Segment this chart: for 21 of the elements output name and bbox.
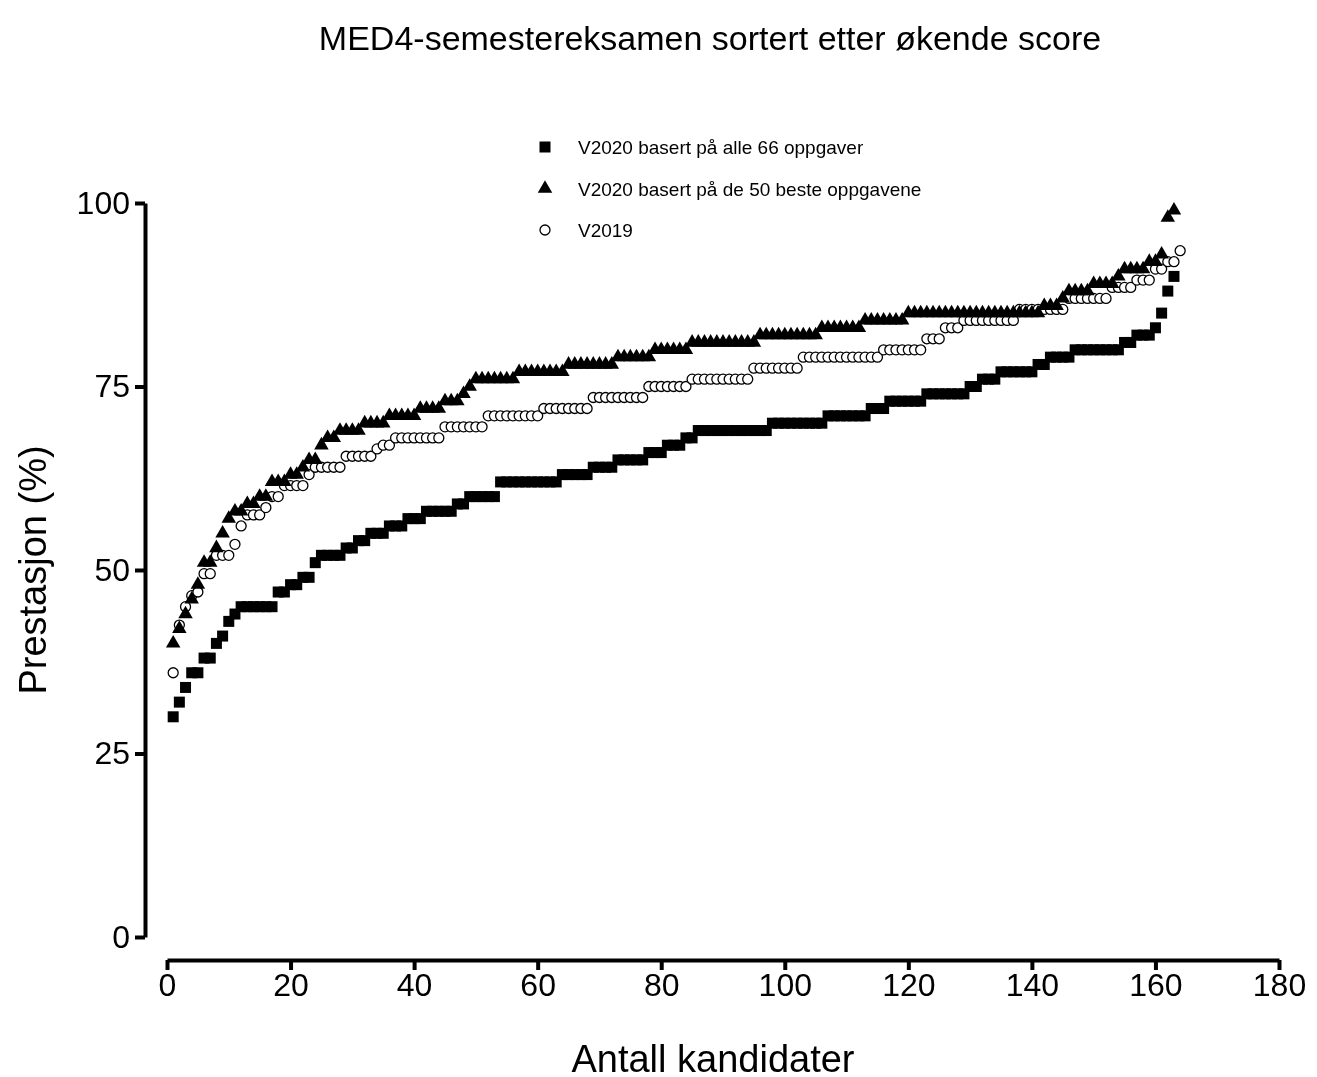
y-tick-label: 100 bbox=[76, 184, 130, 221]
x-tick-label: 100 bbox=[758, 966, 812, 1003]
x-tick-label: 60 bbox=[520, 966, 556, 1003]
x-axis-title: Antall kandidater bbox=[571, 1038, 855, 1077]
y-tick-label: 25 bbox=[94, 735, 130, 772]
legend-label: V2020 basert på de 50 beste oppgavene bbox=[578, 178, 922, 200]
legend-label: V2019 bbox=[578, 220, 633, 241]
x-tick-label: 80 bbox=[643, 966, 680, 1003]
y-tick-label: 0 bbox=[112, 918, 130, 955]
x-tick-label: 160 bbox=[1129, 966, 1183, 1003]
y-axis-title: Prestasjon (%) bbox=[12, 445, 54, 695]
y-tick-label: 50 bbox=[94, 551, 130, 588]
x-tick-label: 40 bbox=[396, 966, 433, 1003]
legend-label: V2020 basert på alle 66 oppgaver bbox=[578, 137, 864, 158]
chart-title: MED4-semestereksamen sortert etter økende score bbox=[318, 19, 1102, 57]
x-tick-label: 120 bbox=[882, 966, 936, 1003]
x-tick-label: 180 bbox=[1252, 966, 1307, 1003]
x-tick-label: 0 bbox=[158, 966, 177, 1003]
y-tick-label: 75 bbox=[94, 368, 130, 405]
x-tick-label: 20 bbox=[273, 966, 309, 1003]
x-tick-label: 140 bbox=[1005, 966, 1060, 1003]
